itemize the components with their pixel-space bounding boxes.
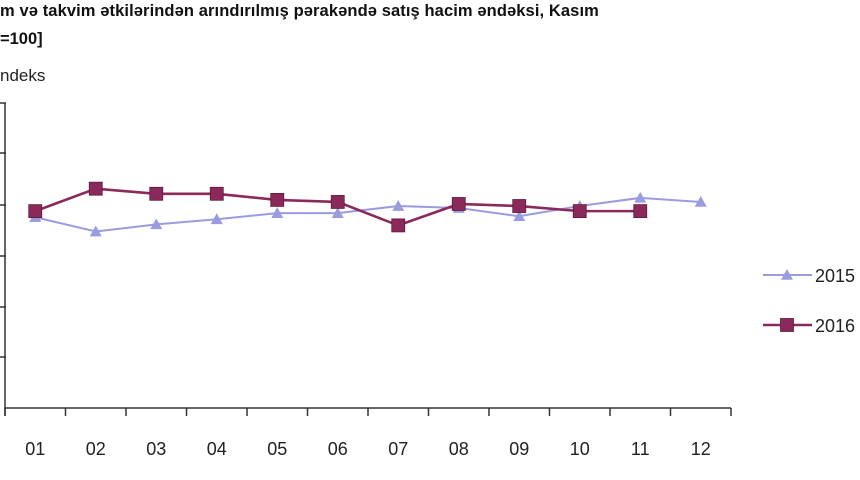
x-tick-label: 02 xyxy=(86,439,106,459)
x-tick-label: 10 xyxy=(570,439,590,459)
x-tick-label: 03 xyxy=(146,439,166,459)
square-marker-icon xyxy=(88,181,103,196)
x-tick-label: 09 xyxy=(509,439,529,459)
series-line-2015 xyxy=(35,196,701,233)
legend-item-2016: 2016 xyxy=(763,316,855,336)
triangle-marker-icon xyxy=(392,200,405,211)
x-tick-label: 05 xyxy=(267,439,287,459)
triangle-marker-icon xyxy=(210,213,223,225)
chart-title-line1: m və takvim ətkilərindən arındırılmış pə… xyxy=(0,2,599,20)
triangle-marker-icon xyxy=(150,218,163,230)
square-marker-icon xyxy=(633,204,648,219)
square-marker-icon xyxy=(149,186,164,201)
triangle-marker-icon xyxy=(89,225,102,237)
series-2015 xyxy=(29,191,707,237)
legend: 2015 2016 xyxy=(763,266,855,336)
x-tick-label: 08 xyxy=(449,439,469,459)
square-marker-icon xyxy=(780,318,794,332)
chart-title-line2: =100] xyxy=(0,30,43,48)
legend-label: 2015 xyxy=(815,266,855,286)
x-axis-labels: 01 02 03 04 05 06 07 08 09 10 11 12 xyxy=(25,439,711,459)
triangle-marker-icon xyxy=(513,210,526,222)
triangle-marker-icon xyxy=(781,269,793,280)
square-marker-icon xyxy=(330,195,345,209)
square-marker-icon xyxy=(270,192,285,207)
triangle-marker-icon xyxy=(271,207,284,218)
y-axis-label: ndeks xyxy=(0,66,46,85)
triangle-marker-icon xyxy=(694,195,707,207)
x-tick-label: 04 xyxy=(207,439,227,459)
x-tick-label: 11 xyxy=(631,439,650,459)
legend-item-2015: 2015 xyxy=(763,266,855,286)
square-marker-icon xyxy=(391,218,406,233)
square-marker-icon xyxy=(209,186,224,201)
series-lines xyxy=(28,181,707,237)
square-marker-icon xyxy=(28,204,43,219)
square-marker-icon xyxy=(512,199,527,213)
triangle-marker-icon xyxy=(634,191,647,203)
square-marker-icon xyxy=(572,204,587,219)
x-tick-label: 01 xyxy=(25,439,45,459)
x-tick-label: 06 xyxy=(328,439,348,459)
axes xyxy=(0,102,732,416)
series-2016 xyxy=(28,181,648,233)
triangle-marker-icon xyxy=(331,207,344,218)
legend-label: 2016 xyxy=(815,316,855,336)
x-tick-label: 07 xyxy=(388,439,408,459)
x-tick-label: 12 xyxy=(691,439,711,459)
square-marker-icon xyxy=(451,197,466,211)
